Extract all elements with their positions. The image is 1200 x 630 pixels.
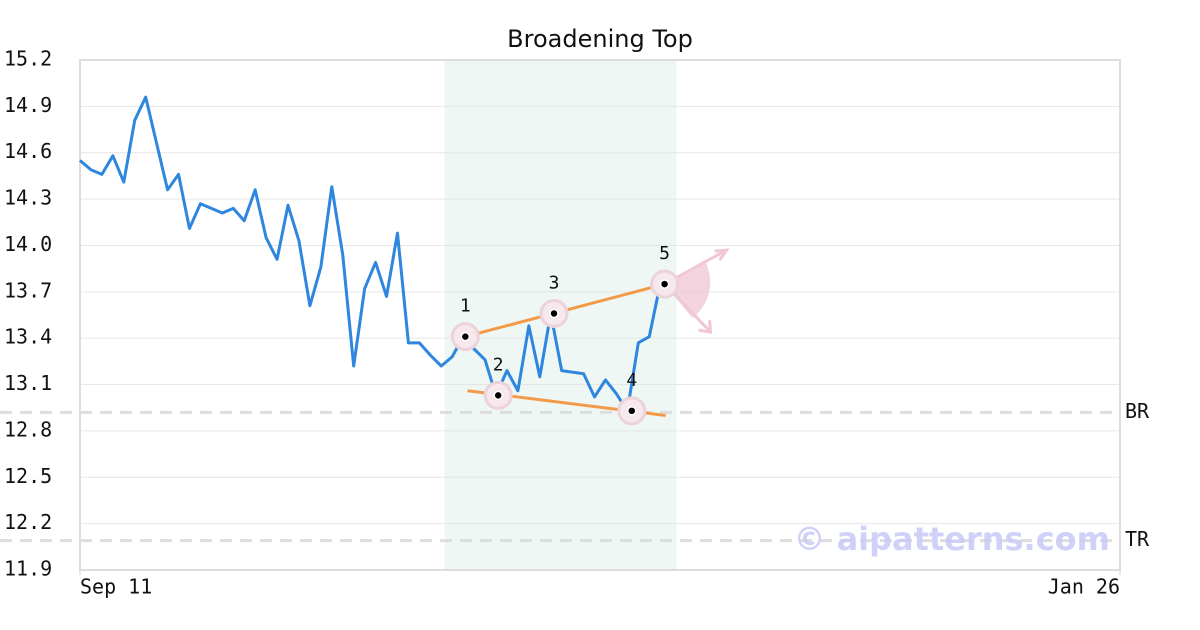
projection [663, 248, 730, 334]
x-tick-label: Jan 26 [1048, 575, 1120, 599]
pivot-point [626, 406, 637, 416]
pivot-label: 5 [659, 243, 670, 264]
y-tick-label: 14.0 [4, 232, 52, 256]
y-tick-label: 13.1 [4, 371, 52, 395]
pivot-label: 4 [626, 370, 637, 391]
level-label: TR [1125, 527, 1150, 551]
pivot-point [549, 308, 559, 319]
watermark: © aipatterns.com [793, 520, 1110, 558]
y-tick-label: 11.9 [4, 557, 52, 581]
pivot-label: 1 [460, 296, 471, 317]
pivot-label: 3 [549, 272, 560, 293]
projection-wedge [664, 260, 711, 319]
x-tick-label: Sep 11 [80, 575, 152, 599]
level-label: BR [1125, 399, 1150, 423]
pivot-label: 2 [493, 354, 504, 375]
chart-title: Broadening Top [507, 25, 693, 53]
y-tick-label: 13.7 [4, 278, 52, 302]
y-tick-label: 12.2 [4, 510, 52, 534]
y-tick-label: 15.2 [4, 47, 52, 71]
price-line [79, 95, 672, 413]
pivot-point [493, 390, 503, 401]
y-tick-label: 14.9 [4, 93, 52, 117]
y-tick-label: 12.8 [4, 417, 52, 441]
y-tick-label: 13.4 [4, 325, 52, 349]
plot-frame [79, 59, 1121, 571]
y-tick-label: 12.5 [4, 464, 52, 488]
pivot-point [460, 331, 471, 342]
y-tick-label: 14.6 [4, 139, 52, 163]
y-tick-label: 14.3 [4, 186, 52, 210]
pivot-point [659, 279, 670, 289]
